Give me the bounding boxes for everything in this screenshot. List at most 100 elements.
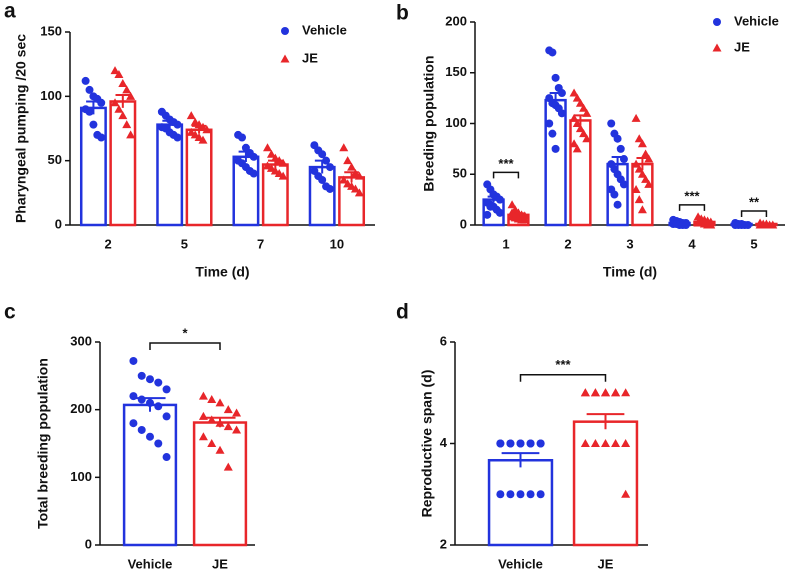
data-point xyxy=(162,453,171,462)
data-point xyxy=(621,388,631,397)
y-tick-label: 200 xyxy=(445,13,467,28)
bar xyxy=(122,403,178,547)
data-point xyxy=(536,490,545,499)
data-point xyxy=(644,179,654,188)
data-point xyxy=(506,439,515,448)
x-tick-label: Vehicle xyxy=(128,556,173,571)
data-point xyxy=(579,103,589,112)
data-point xyxy=(536,439,545,448)
data-point xyxy=(207,415,217,424)
data-point xyxy=(97,133,106,142)
x-tick-label: 3 xyxy=(626,236,633,251)
y-tick-label: 0 xyxy=(460,216,467,231)
data-point xyxy=(118,111,128,120)
x-tick-label: 5 xyxy=(181,236,188,251)
data-point xyxy=(516,439,525,448)
error-bar xyxy=(636,157,649,171)
y-tick-label: 150 xyxy=(445,64,467,79)
data-point xyxy=(513,214,523,223)
data-point xyxy=(146,398,154,407)
data-point xyxy=(579,129,589,138)
data-point xyxy=(551,73,560,82)
error-bar xyxy=(115,94,131,108)
error-bar xyxy=(501,452,540,468)
legend-marker xyxy=(281,27,289,35)
y-tick-label: 0 xyxy=(55,216,62,231)
data-point xyxy=(590,388,600,397)
data-point xyxy=(572,93,582,102)
data-point xyxy=(263,143,273,152)
y-tick-label: 6 xyxy=(440,333,447,348)
data-point xyxy=(607,119,616,128)
y-tick-label: 200 xyxy=(70,401,92,416)
data-point xyxy=(350,184,360,193)
data-point xyxy=(198,135,208,144)
data-point xyxy=(637,205,647,214)
data-point xyxy=(215,398,225,407)
data-point xyxy=(146,375,154,384)
data-point xyxy=(613,200,622,209)
data-point xyxy=(122,120,132,129)
data-point xyxy=(238,133,247,142)
data-point xyxy=(631,113,641,122)
data-point xyxy=(496,490,505,499)
data-point xyxy=(631,159,641,168)
y-tick-label: 50 xyxy=(48,152,62,167)
y-tick-label: 2 xyxy=(440,536,447,551)
y-tick-label: 150 xyxy=(40,23,62,38)
data-point xyxy=(590,439,600,447)
data-point xyxy=(85,85,94,94)
y-axis-title: Pharyngeal pumping /20 sec xyxy=(13,34,29,223)
data-point xyxy=(126,130,136,139)
data-point xyxy=(354,188,364,197)
data-point xyxy=(611,439,621,447)
data-point xyxy=(162,385,171,394)
data-point xyxy=(347,162,357,171)
y-axis-title: Reproductive span (d) xyxy=(419,370,435,518)
legend-marker xyxy=(712,43,722,52)
data-point xyxy=(526,490,535,499)
data-point xyxy=(129,392,138,401)
y-tick-label: 100 xyxy=(70,469,92,484)
data-point xyxy=(232,408,242,417)
data-point xyxy=(137,371,146,380)
data-point xyxy=(146,432,154,441)
x-tick-label: Vehicle xyxy=(498,556,543,571)
data-point xyxy=(325,163,334,172)
data-point xyxy=(318,175,327,184)
data-point xyxy=(339,175,349,184)
x-tick-label: 10 xyxy=(330,236,344,251)
data-point xyxy=(743,221,752,229)
data-point xyxy=(634,164,644,173)
data-point xyxy=(507,200,517,209)
data-point xyxy=(486,202,495,211)
data-point xyxy=(572,144,582,153)
legend-label: JE xyxy=(734,39,750,54)
data-point xyxy=(496,439,505,448)
significance-bracket xyxy=(519,374,607,382)
data-point xyxy=(114,104,124,113)
data-point xyxy=(569,88,579,97)
data-point xyxy=(207,395,217,404)
significance-label: ** xyxy=(749,194,760,209)
data-point xyxy=(634,134,644,143)
data-point xyxy=(557,89,566,98)
significance-label: *** xyxy=(498,156,514,171)
data-point xyxy=(249,152,258,161)
data-point xyxy=(634,195,644,204)
data-point xyxy=(548,129,557,138)
data-point xyxy=(118,78,128,87)
legend-label: JE xyxy=(302,50,318,65)
data-point xyxy=(610,190,619,199)
significance-label: *** xyxy=(684,188,700,203)
data-point xyxy=(198,411,208,420)
legend-label: Vehicle xyxy=(734,13,779,28)
data-point xyxy=(339,143,349,152)
x-tick-label: 2 xyxy=(105,236,112,251)
y-tick-label: 50 xyxy=(453,166,467,181)
x-axis-title: Time (d) xyxy=(195,264,249,280)
data-point xyxy=(520,215,530,224)
data-point xyxy=(580,439,590,447)
data-point xyxy=(737,221,746,229)
